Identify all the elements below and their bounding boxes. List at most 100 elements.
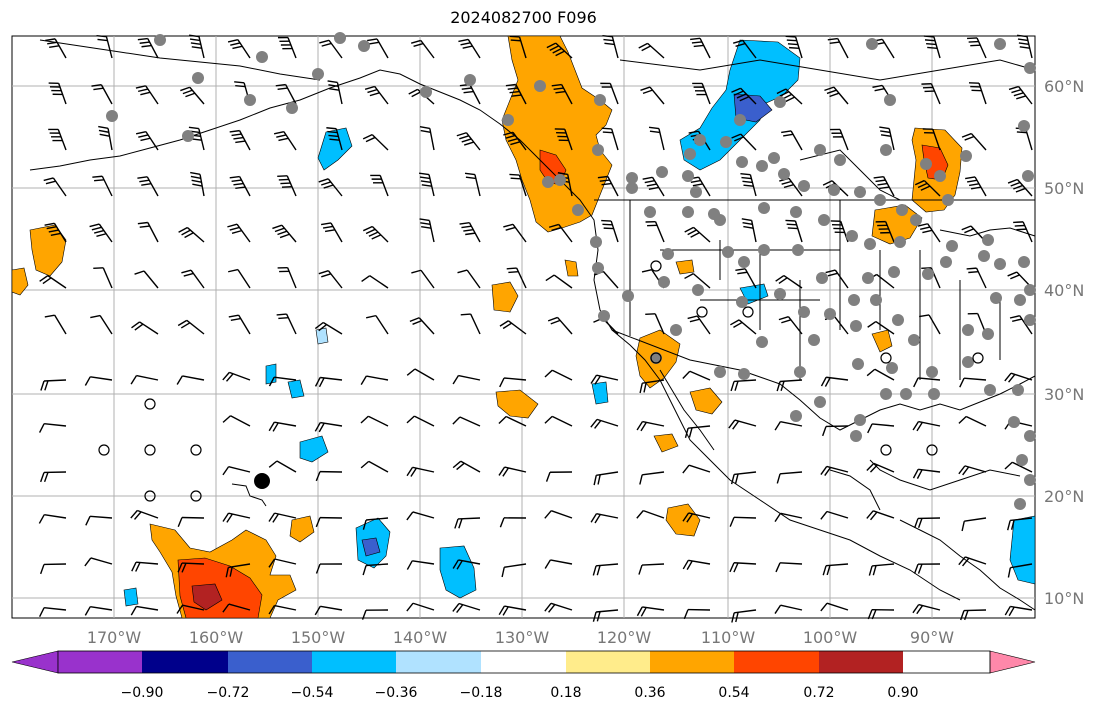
wind-barb — [544, 369, 573, 381]
wind-barb — [225, 563, 251, 578]
station-dot — [554, 174, 566, 186]
wind-barb — [785, 35, 803, 59]
colorbar-segment — [396, 651, 481, 673]
wind-barb — [499, 320, 527, 335]
wind-barb — [912, 468, 941, 479]
wind-barb — [966, 267, 987, 289]
wind-barb — [824, 86, 849, 105]
wind-barb — [785, 219, 803, 243]
station-dot — [720, 136, 732, 148]
station-dot — [984, 384, 996, 396]
wind-barb — [509, 35, 527, 59]
station-dot — [644, 206, 656, 218]
wind-barb — [1016, 34, 1033, 59]
wind-barb — [177, 516, 205, 528]
colorbar-tick-label: 0.72 — [803, 685, 834, 701]
wind-barb — [868, 563, 895, 576]
station-dot — [670, 324, 682, 336]
wind-barb — [277, 175, 297, 197]
wind-barb — [638, 563, 665, 575]
wind-barb — [820, 376, 849, 387]
wind-barb — [968, 82, 987, 105]
lon-label: 120°W — [597, 628, 652, 647]
wind-barb — [315, 563, 343, 574]
wind-barb — [544, 510, 573, 519]
station-dot — [1014, 294, 1026, 306]
station-dot — [866, 38, 878, 50]
wind-barb — [315, 470, 343, 482]
colorbar — [11, 650, 1036, 674]
station-dot — [656, 166, 668, 178]
wind-barb — [314, 421, 343, 433]
wind-barb — [774, 512, 803, 523]
wind-barb — [498, 605, 527, 616]
wind-barb — [39, 471, 67, 483]
wind-barb — [601, 219, 619, 243]
wind-barb — [190, 171, 205, 197]
wind-barb — [642, 176, 665, 197]
station-dot — [334, 32, 346, 44]
wind-barb — [276, 313, 297, 335]
wind-barb — [361, 275, 389, 289]
wind-barb — [499, 377, 527, 388]
station-dot — [884, 94, 896, 106]
wind-barb — [327, 80, 343, 105]
station-dot — [736, 296, 748, 308]
wind-barb — [176, 604, 205, 614]
colorbar-tick-label: −0.72 — [207, 685, 250, 701]
station-dot — [1018, 120, 1030, 132]
wind-barb — [730, 319, 757, 335]
wind-barb — [730, 471, 757, 485]
wind-barb — [1009, 315, 1033, 335]
station-dot — [854, 186, 866, 198]
wind-barb — [682, 370, 711, 381]
station-dot — [790, 410, 802, 422]
wind-barb — [134, 270, 159, 289]
wind-barb — [776, 471, 803, 484]
wind-barb — [43, 177, 67, 197]
lon-label: 100°W — [803, 628, 858, 647]
station-dot — [658, 276, 670, 288]
wind-barb — [92, 175, 113, 197]
negative-anomaly-contours — [123, 39, 1036, 607]
wind-barb — [958, 556, 987, 567]
wind-barb — [268, 558, 297, 568]
wind-barb — [732, 39, 757, 59]
station-dot — [758, 202, 770, 214]
wind-barb — [277, 36, 297, 59]
wind-barb — [913, 563, 941, 574]
wind-barb — [315, 516, 343, 528]
lon-label: 130°W — [495, 628, 550, 647]
wind-barb — [684, 273, 711, 289]
station-dot — [502, 114, 514, 126]
wind-barb — [365, 314, 389, 335]
wind-barb — [222, 371, 251, 382]
station-dot — [1024, 430, 1036, 442]
wind-barb — [592, 563, 619, 576]
wind-barb — [959, 377, 987, 388]
wind-barb — [827, 37, 849, 59]
wind-barb — [912, 603, 941, 615]
wind-barb — [84, 557, 113, 567]
wind-barb — [135, 130, 159, 151]
colorbar-segment — [566, 651, 650, 673]
wind-barb — [960, 609, 987, 621]
wind-barb — [454, 517, 481, 529]
lat-label: 30°N — [1044, 385, 1084, 404]
wind-barb — [362, 517, 389, 530]
wind-barb — [682, 512, 711, 523]
wind-barb — [452, 416, 481, 427]
wind-barb — [460, 313, 481, 335]
station-dot — [758, 244, 770, 256]
wind-barb — [638, 42, 665, 59]
station-dot — [926, 366, 938, 378]
wind-barb — [774, 420, 803, 431]
wind-barb — [44, 222, 67, 243]
wind-barb — [820, 602, 849, 612]
wind-barb — [544, 415, 573, 427]
colorbar-tick-label: 0.36 — [634, 685, 665, 701]
wind-barb — [867, 608, 895, 620]
wind-barb — [961, 132, 987, 151]
station-dot — [684, 148, 696, 160]
wind-barb — [820, 510, 849, 520]
